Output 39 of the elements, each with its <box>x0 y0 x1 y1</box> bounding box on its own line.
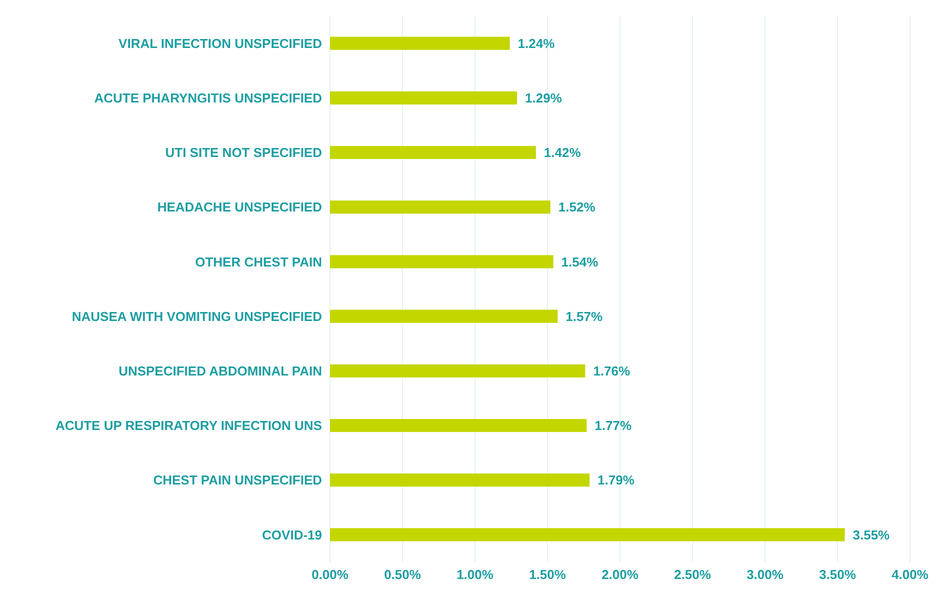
data-label: 1.54% <box>561 254 599 270</box>
data-label: 1.76% <box>593 364 630 379</box>
data-label: 1.29% <box>525 90 562 106</box>
y-tick-label: NAUSEA WITH VOMITING UNSPECIFIED <box>72 308 322 324</box>
data-label: 1.24% <box>518 36 556 51</box>
y-tick-label: ACUTE PHARYNGITIS UNSPECIFIED <box>94 90 322 106</box>
y-tick-label: COVID-19 <box>262 527 322 542</box>
x-tick-label: 2.00% <box>602 567 639 582</box>
y-tick-label: ACUTE UP RESPIRATORY INFECTION UNS <box>55 418 322 434</box>
x-tick-label: 3.00% <box>746 567 784 582</box>
bar <box>330 418 587 432</box>
x-tick-label: 1.00% <box>456 567 494 582</box>
x-tick-label: 2.50% <box>674 567 712 582</box>
x-tick-label: 3.50% <box>819 567 856 582</box>
y-tick-label: UTI SITE NOT SPECIFIED <box>165 145 322 160</box>
x-tick-label: 1.50% <box>529 567 566 582</box>
data-label: 3.55% <box>852 527 890 542</box>
data-label: 1.79% <box>598 472 635 488</box>
data-label: 1.52% <box>558 200 596 215</box>
y-tick-label: VIRAL INFECTION UNSPECIFIED <box>118 36 322 51</box>
bar <box>330 528 845 542</box>
bar <box>330 91 518 104</box>
x-tick-label: 0.50% <box>384 567 422 582</box>
data-label: 1.77% <box>594 418 632 434</box>
bar <box>330 474 590 487</box>
y-tick-label: OTHER CHEST PAIN <box>195 254 322 270</box>
bar <box>330 36 510 50</box>
y-tick-label: HEADACHE UNSPECIFIED <box>157 200 322 215</box>
data-label: 1.57% <box>566 308 603 324</box>
y-tick-label: UNSPECIFIED ABDOMINAL PAIN <box>118 364 322 379</box>
x-tick-label: 0.00% <box>312 567 349 582</box>
bar <box>330 364 586 378</box>
bar <box>330 255 554 268</box>
bar <box>330 200 550 214</box>
x-tick-label: 4.00% <box>892 567 929 582</box>
bar <box>330 310 558 323</box>
data-label: 1.42% <box>544 145 582 160</box>
bar <box>330 146 536 160</box>
y-tick-label: CHEST PAIN UNSPECIFIED <box>153 472 322 488</box>
